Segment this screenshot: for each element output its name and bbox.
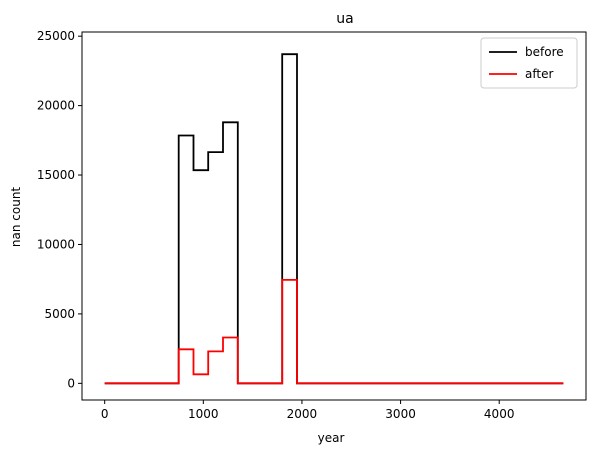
y-axis-label: nan count: [9, 187, 23, 248]
y-tick-label: 20000: [37, 99, 75, 113]
x-axis: 0 1000 2000 3000 4000: [101, 400, 515, 421]
series-line-before: [104, 53, 564, 385]
legend-box: [480, 37, 578, 89]
legend-label-before: before: [525, 45, 564, 59]
x-tick-label: 4000: [484, 407, 515, 421]
y-tick-label: 15000: [37, 168, 75, 182]
x-tick-label: 2000: [287, 407, 318, 421]
y-tick-label: 0: [67, 376, 75, 390]
legend-label-after: after: [525, 67, 553, 81]
x-tick-label: 1000: [188, 407, 219, 421]
chart-title: ua: [336, 11, 353, 27]
x-tick-label: 3000: [385, 407, 416, 421]
legend: before after: [480, 37, 578, 89]
plot-area-frame: [81, 31, 587, 401]
x-axis-label: year: [318, 431, 345, 445]
y-tick-label: 5000: [44, 307, 75, 321]
x-tick-label: 0: [101, 407, 109, 421]
y-axis: 0 5000 10000 15000 20000 25000: [37, 29, 82, 390]
series-layer: [104, 53, 564, 385]
y-tick-label: 10000: [37, 237, 75, 251]
y-tick-label: 25000: [37, 29, 75, 43]
series-line-after: [104, 278, 564, 385]
